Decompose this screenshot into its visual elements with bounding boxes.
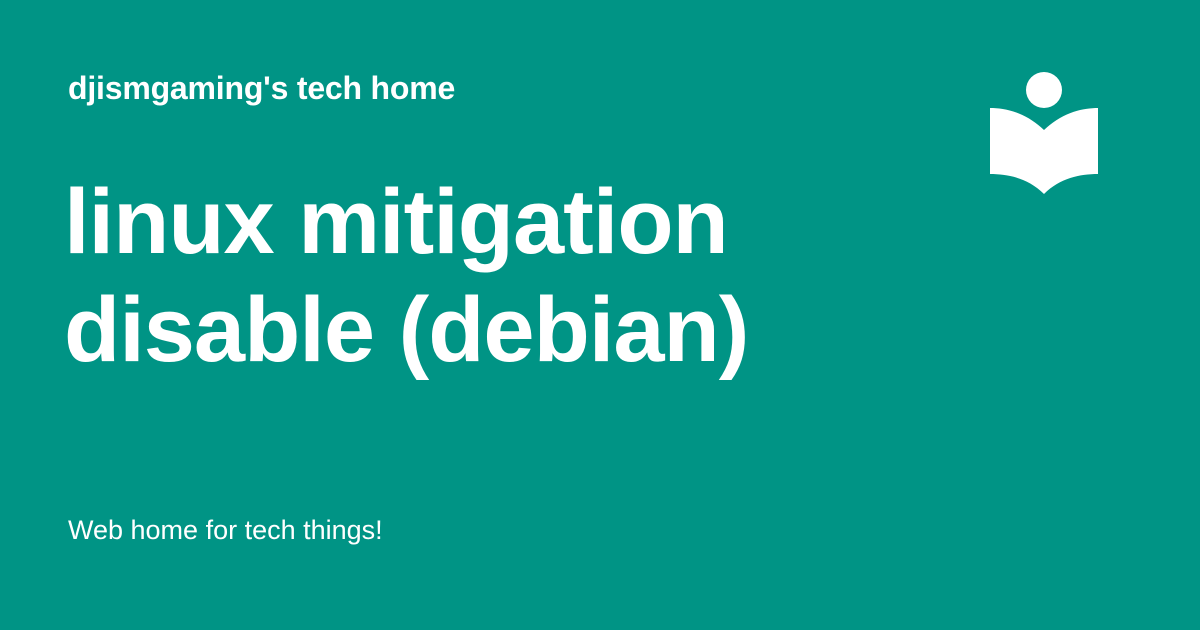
site-tagline: Web home for tech things!	[68, 515, 383, 545]
reader-book-icon	[990, 72, 1098, 196]
site-name: djismgaming's tech home	[68, 70, 456, 106]
post-title: linux mitigation disable (debian)	[64, 171, 749, 381]
